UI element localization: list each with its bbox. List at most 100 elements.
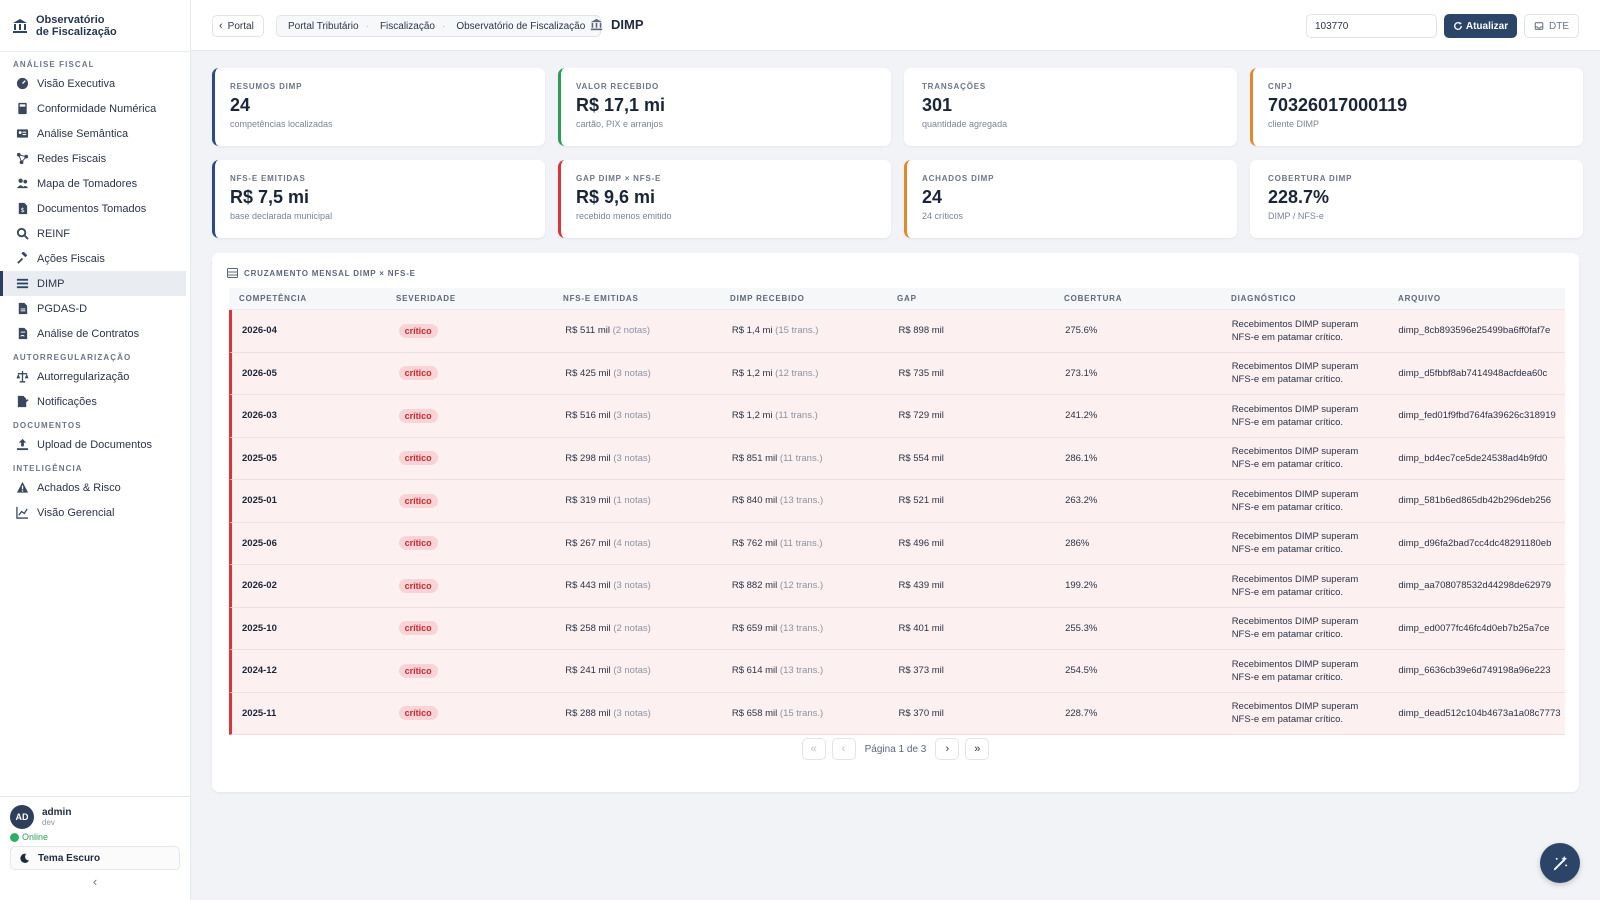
table-row[interactable]: 2026-05 crítico R$ 425 mil (3 notas) R$ 1,2… [229, 352, 1565, 395]
kpi-subtitle: recebido menos emitido [576, 211, 672, 221]
sidebar-item-acoes-fiscais[interactable]: Ações Fiscais [0, 246, 190, 271]
back-to-portal-button[interactable]: ‹ Portal [212, 15, 264, 37]
breadcrumb-item[interactable]: Portal Tributário [288, 20, 359, 32]
page-title-text: DIMP [611, 17, 644, 32]
sidebar-item-autorregularizacao[interactable]: Autorregularização [0, 364, 190, 389]
nfse-value: R$ 511 mil [565, 325, 610, 337]
nfse-value: R$ 443 mil [565, 580, 611, 592]
sidebar-item-analise-de-contratos[interactable]: Análise de Contratos [0, 321, 190, 346]
table-row[interactable]: 2024-12 crítico R$ 241 mil (3 notas) R$ 614… [229, 650, 1565, 693]
sidebar-item-pgdas-d[interactable]: PGDAS-D [0, 296, 190, 321]
user-profile[interactable]: AD admin dev [0, 797, 190, 829]
column-header[interactable]: Diagnóstico [1231, 294, 1297, 303]
table-header: Competência Severidade NFS-e Emitidas DI… [229, 288, 1565, 310]
dimp-value: R$ 851 mil [731, 452, 778, 464]
brand[interactable]: Observatório de Fiscalização [0, 0, 190, 52]
breadcrumb-item[interactable]: Observatório de Fiscalização [456, 20, 586, 32]
kpi-subtitle: DIMP / NFS-e [1268, 211, 1324, 221]
last-page-button[interactable]: » [965, 738, 990, 760]
cell-severidade: crítico [398, 621, 566, 636]
cell-arquivo[interactable]: dimp_ed0077fc46fc4d0eb7b25a7ce [1398, 622, 1550, 634]
sidebar-item-reinf[interactable]: REINF [0, 221, 190, 246]
cell-arquivo[interactable]: dimp_d96fa2bad7cc4dc48291180eb [1398, 537, 1552, 549]
table-row[interactable]: 2025-11 crítico R$ 288 mil (3 notas) R$ 658… [229, 692, 1565, 735]
cell-gap: R$ 729 mil [898, 410, 944, 422]
nfse-value: R$ 258 mil [565, 622, 611, 634]
column-header[interactable]: Severidade [396, 294, 457, 303]
next-page-button[interactable]: › [935, 738, 960, 760]
sidebar-item-documentos-tomados[interactable]: $ Documentos Tomados [0, 196, 190, 221]
prev-page-button[interactable]: ‹ [831, 738, 856, 760]
cell-arquivo[interactable]: dimp_bd4ec7ce5de24538ad4b9fd0 [1398, 452, 1548, 464]
cell-arquivo[interactable]: dimp_d5fbbf8ab7414948acfdea60c [1398, 367, 1548, 379]
table-row[interactable]: 2025-10 crítico R$ 258 mil (2 notas) R$ 659… [229, 607, 1565, 650]
sidebar-item-achados-risco[interactable]: Achados & Risco [0, 475, 190, 500]
magic-wand-icon [1553, 855, 1567, 870]
dte-button[interactable]: DTE [1524, 14, 1579, 38]
cell-arquivo[interactable]: dimp_8cb893596e25499ba6ff0faf7e [1398, 325, 1551, 337]
gavel-icon [15, 252, 29, 266]
cell-arquivo[interactable]: dimp_fed01f9fbd764fa39626c318919 [1398, 410, 1556, 422]
sidebar-item-analise-semantica[interactable]: Análise Semântica [0, 121, 190, 146]
cell-dimp: R$ 882 mil (12 trans.) [732, 580, 899, 591]
kpi-card: Cobertura DIMP 228.7% DIMP / NFS-e [1250, 160, 1583, 238]
cell-cobertura: 275.6% [1065, 325, 1098, 337]
cell-nfse: R$ 288 mil (3 notas) [565, 708, 732, 719]
refresh-button[interactable]: Atualizar [1444, 14, 1517, 38]
cell-arquivo[interactable]: dimp_6636cb39e6d749198a96e223 [1398, 665, 1551, 677]
cell-severidade: crítico [398, 706, 566, 721]
svg-text:$: $ [20, 206, 24, 214]
severity-badge: crítico [398, 408, 438, 423]
sidebar-item-mapa-de-tomadores[interactable]: Mapa de Tomadores [0, 171, 190, 196]
cell-arquivo[interactable]: dimp_581b6ed865db42b296deb256 [1398, 495, 1552, 507]
cnpj-input[interactable] [1306, 14, 1437, 38]
file-signature-icon [15, 395, 29, 409]
sidebar-item-conformidade-numerica[interactable]: Conformidade Numérica [0, 96, 190, 121]
sidebar-item-redes-fiscais[interactable]: Redes Fiscais [0, 146, 190, 171]
cell-nfse: R$ 511 mil (2 notas) [565, 325, 732, 336]
nfse-value: R$ 298 mil [565, 452, 611, 464]
column-header[interactable]: Gap [897, 294, 917, 303]
kpi-label: Valor Recebido [576, 82, 660, 91]
table-row[interactable]: 2025-05 crítico R$ 298 mil (3 notas) R$ 851… [229, 437, 1565, 480]
cell-gap: R$ 370 mil [898, 707, 944, 719]
dte-label: DTE [1549, 20, 1569, 32]
column-header[interactable]: Competência [239, 294, 307, 303]
sidebar-item-label: Notificações [37, 395, 97, 408]
sidebar-item-visao-gerencial[interactable]: Visão Gerencial [0, 500, 190, 525]
table-row[interactable]: 2026-04 crítico R$ 511 mil (2 notas) R$ 1,4… [229, 310, 1565, 353]
nfse-value: R$ 425 mil [565, 367, 611, 379]
severity-badge: crítico [398, 621, 438, 636]
table-row[interactable]: 2026-02 crítico R$ 443 mil (3 notas) R$ 882… [229, 565, 1565, 608]
column-header[interactable]: Cobertura [1064, 294, 1123, 303]
column-header[interactable]: Arquivo [1398, 294, 1441, 303]
kpi-subtitle: base declarada municipal [230, 211, 333, 221]
table-row[interactable]: 2026-03 crítico R$ 516 mil (3 notas) R$ 1,2… [229, 395, 1565, 438]
cell-nfse: R$ 258 mil (2 notas) [565, 623, 732, 634]
first-page-button[interactable]: « [801, 738, 826, 760]
sidebar-item-upload-de-documentos[interactable]: Upload de Documentos [0, 432, 190, 457]
nfse-value: R$ 288 mil [565, 707, 611, 719]
cell-nfse: R$ 267 mil (4 notas) [565, 538, 732, 549]
topbar: ‹ Portal Portal Tributário · Fiscalizaçã… [191, 0, 1600, 51]
column-header[interactable]: DIMP Recebido [730, 294, 805, 303]
table-row[interactable]: 2025-06 crítico R$ 267 mil (4 notas) R$ 762… [229, 522, 1565, 565]
theme-toggle-button[interactable]: Tema Escuro [10, 846, 180, 870]
chart-line-icon [15, 506, 29, 520]
collapse-sidebar-icon[interactable]: ‹ [92, 874, 98, 889]
column-header[interactable]: NFS-e Emitidas [563, 294, 639, 303]
magic-wand-button[interactable] [1540, 843, 1580, 883]
sidebar: Observatório de Fiscalização Análise Fis… [0, 0, 191, 900]
table-row[interactable]: 2025-01 crítico R$ 319 mil (1 notas) R$ 840… [229, 480, 1565, 523]
breadcrumb-item[interactable]: Fiscalização [379, 20, 435, 32]
sidebar-item-notificacoes[interactable]: Notificações [0, 389, 190, 414]
dimp-value: R$ 658 mil [731, 707, 778, 719]
cell-arquivo[interactable]: dimp_aa708078532d44298de62979 [1398, 580, 1552, 592]
kpi-value: R$ 7,5 mi [230, 187, 310, 207]
cell-dimp: R$ 1,2 mi (12 trans.) [732, 368, 899, 379]
warning-icon [15, 481, 29, 495]
cell-arquivo[interactable]: dimp_dead512c104b4673a1a08c7773 [1398, 707, 1561, 719]
sidebar-item-visao-executiva[interactable]: Visão Executiva [0, 71, 190, 96]
back-label: Portal [227, 20, 254, 32]
sidebar-item-dimp[interactable]: DIMP [0, 271, 186, 296]
